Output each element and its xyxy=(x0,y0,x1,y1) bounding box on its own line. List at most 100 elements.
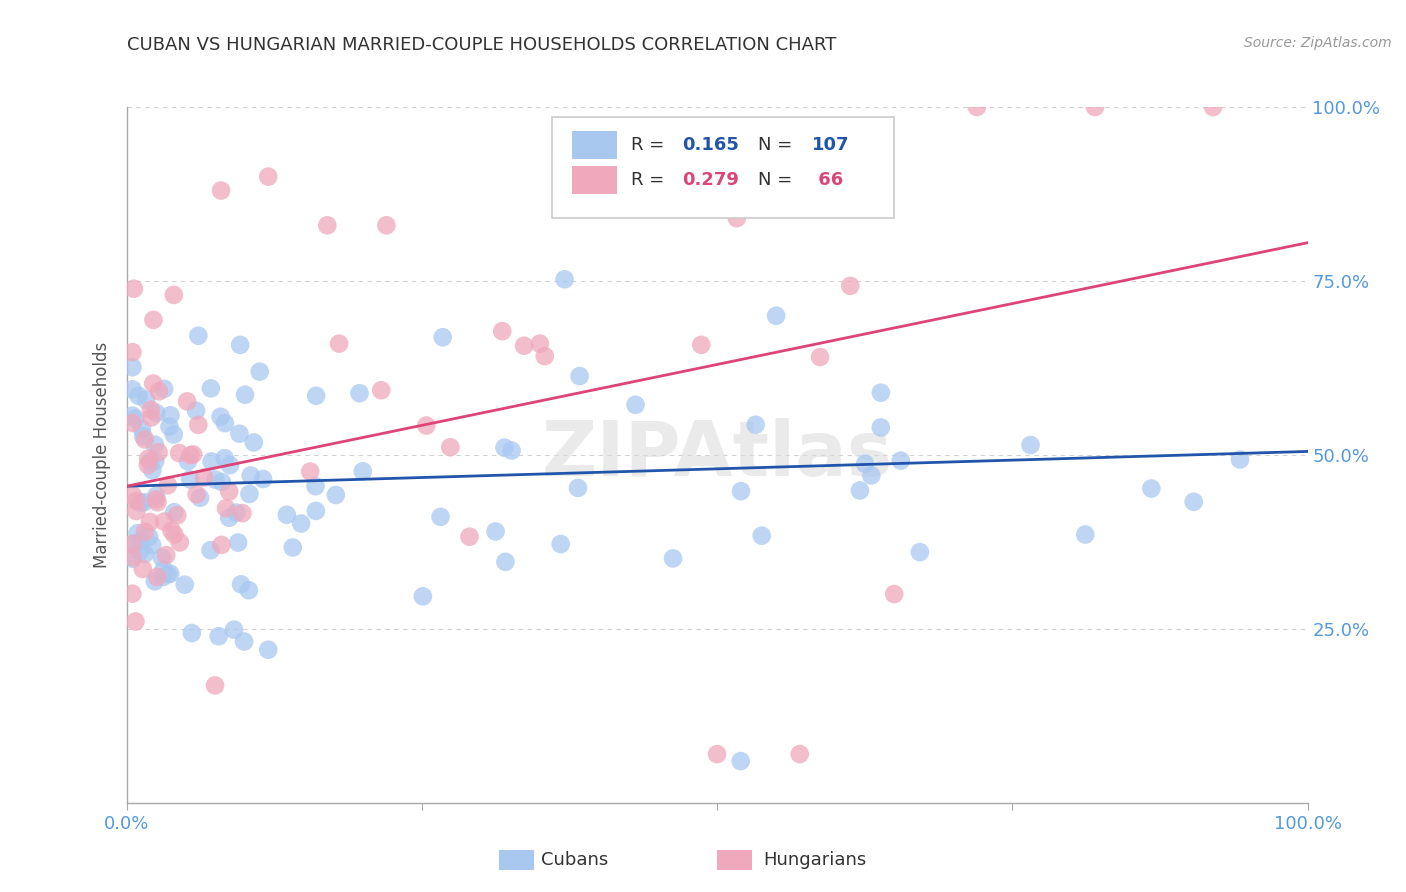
Point xyxy=(725,211,748,226)
Point xyxy=(211,475,233,489)
Point xyxy=(883,587,905,601)
Point xyxy=(132,429,155,443)
Text: CUBAN VS HUNGARIAN MARRIED-COUPLE HOUSEHOLDS CORRELATION CHART: CUBAN VS HUNGARIAN MARRIED-COUPLE HOUSEH… xyxy=(127,36,837,54)
Point xyxy=(156,567,179,582)
Point xyxy=(135,392,157,407)
Point xyxy=(304,479,326,493)
Point xyxy=(765,309,787,323)
Point xyxy=(233,387,256,401)
Point xyxy=(207,629,229,643)
Point xyxy=(136,451,159,466)
Point xyxy=(153,515,176,529)
Point xyxy=(370,383,392,397)
Point xyxy=(214,416,236,430)
Point xyxy=(134,495,156,509)
Text: 66: 66 xyxy=(811,171,842,189)
Point xyxy=(179,448,201,462)
Point xyxy=(233,634,256,648)
FancyBboxPatch shape xyxy=(572,166,617,194)
Text: Hungarians: Hungarians xyxy=(763,851,866,869)
Point xyxy=(567,481,589,495)
Point xyxy=(143,574,166,589)
Point xyxy=(218,484,240,499)
Point xyxy=(121,360,143,375)
Point xyxy=(853,457,876,471)
Point xyxy=(225,506,247,520)
Point xyxy=(155,548,177,562)
Point xyxy=(491,324,513,338)
Point xyxy=(501,443,523,458)
Point xyxy=(146,495,169,509)
Point xyxy=(214,451,236,466)
Point xyxy=(276,508,298,522)
Text: N =: N = xyxy=(758,171,799,189)
Point xyxy=(1140,482,1163,496)
Point xyxy=(231,506,253,520)
Point xyxy=(550,537,572,551)
Point xyxy=(1084,100,1107,114)
Point xyxy=(121,551,143,566)
Point xyxy=(200,543,222,558)
Point xyxy=(173,577,195,591)
Point xyxy=(146,570,169,584)
Point xyxy=(299,465,322,479)
Text: R =: R = xyxy=(631,136,669,154)
Point xyxy=(180,626,202,640)
Point xyxy=(143,454,166,468)
Text: 107: 107 xyxy=(811,136,849,154)
Point xyxy=(127,526,149,541)
Point xyxy=(139,402,162,417)
Point xyxy=(125,504,148,518)
Point xyxy=(412,590,434,604)
Point xyxy=(624,398,647,412)
Point xyxy=(908,545,931,559)
Point xyxy=(1019,438,1042,452)
Point xyxy=(890,453,912,467)
Point xyxy=(127,389,149,403)
Point xyxy=(219,458,242,472)
Point xyxy=(141,410,163,425)
Point xyxy=(163,505,186,519)
Point xyxy=(187,328,209,343)
Point xyxy=(188,491,211,505)
Point xyxy=(139,515,162,529)
Point xyxy=(238,583,260,598)
Point xyxy=(554,272,576,286)
Point xyxy=(138,530,160,544)
Point xyxy=(134,524,156,539)
Point xyxy=(124,411,146,425)
Point xyxy=(121,345,143,359)
Point xyxy=(305,389,328,403)
Point xyxy=(121,409,143,423)
Point xyxy=(209,409,232,424)
Point xyxy=(290,516,312,531)
Point xyxy=(141,463,163,477)
Point xyxy=(238,487,260,501)
Point xyxy=(148,445,170,459)
Point xyxy=(163,527,186,541)
Point xyxy=(1229,452,1251,467)
Point xyxy=(529,336,551,351)
Point xyxy=(121,587,143,601)
Point xyxy=(849,483,872,498)
Point xyxy=(181,447,204,461)
Point xyxy=(869,420,891,434)
Point xyxy=(706,747,728,761)
Point xyxy=(229,577,252,591)
Point xyxy=(159,566,181,581)
Point xyxy=(142,313,165,327)
Text: R =: R = xyxy=(631,171,669,189)
Point xyxy=(432,330,454,344)
Point xyxy=(226,535,249,549)
Point xyxy=(187,417,209,432)
Point xyxy=(121,537,143,551)
Point xyxy=(122,489,145,503)
Point xyxy=(136,458,159,472)
Point xyxy=(252,472,274,486)
Point xyxy=(257,642,280,657)
Point xyxy=(159,419,181,434)
Point xyxy=(129,534,152,549)
Point xyxy=(131,422,153,436)
Point xyxy=(159,408,181,422)
Point xyxy=(176,394,198,409)
